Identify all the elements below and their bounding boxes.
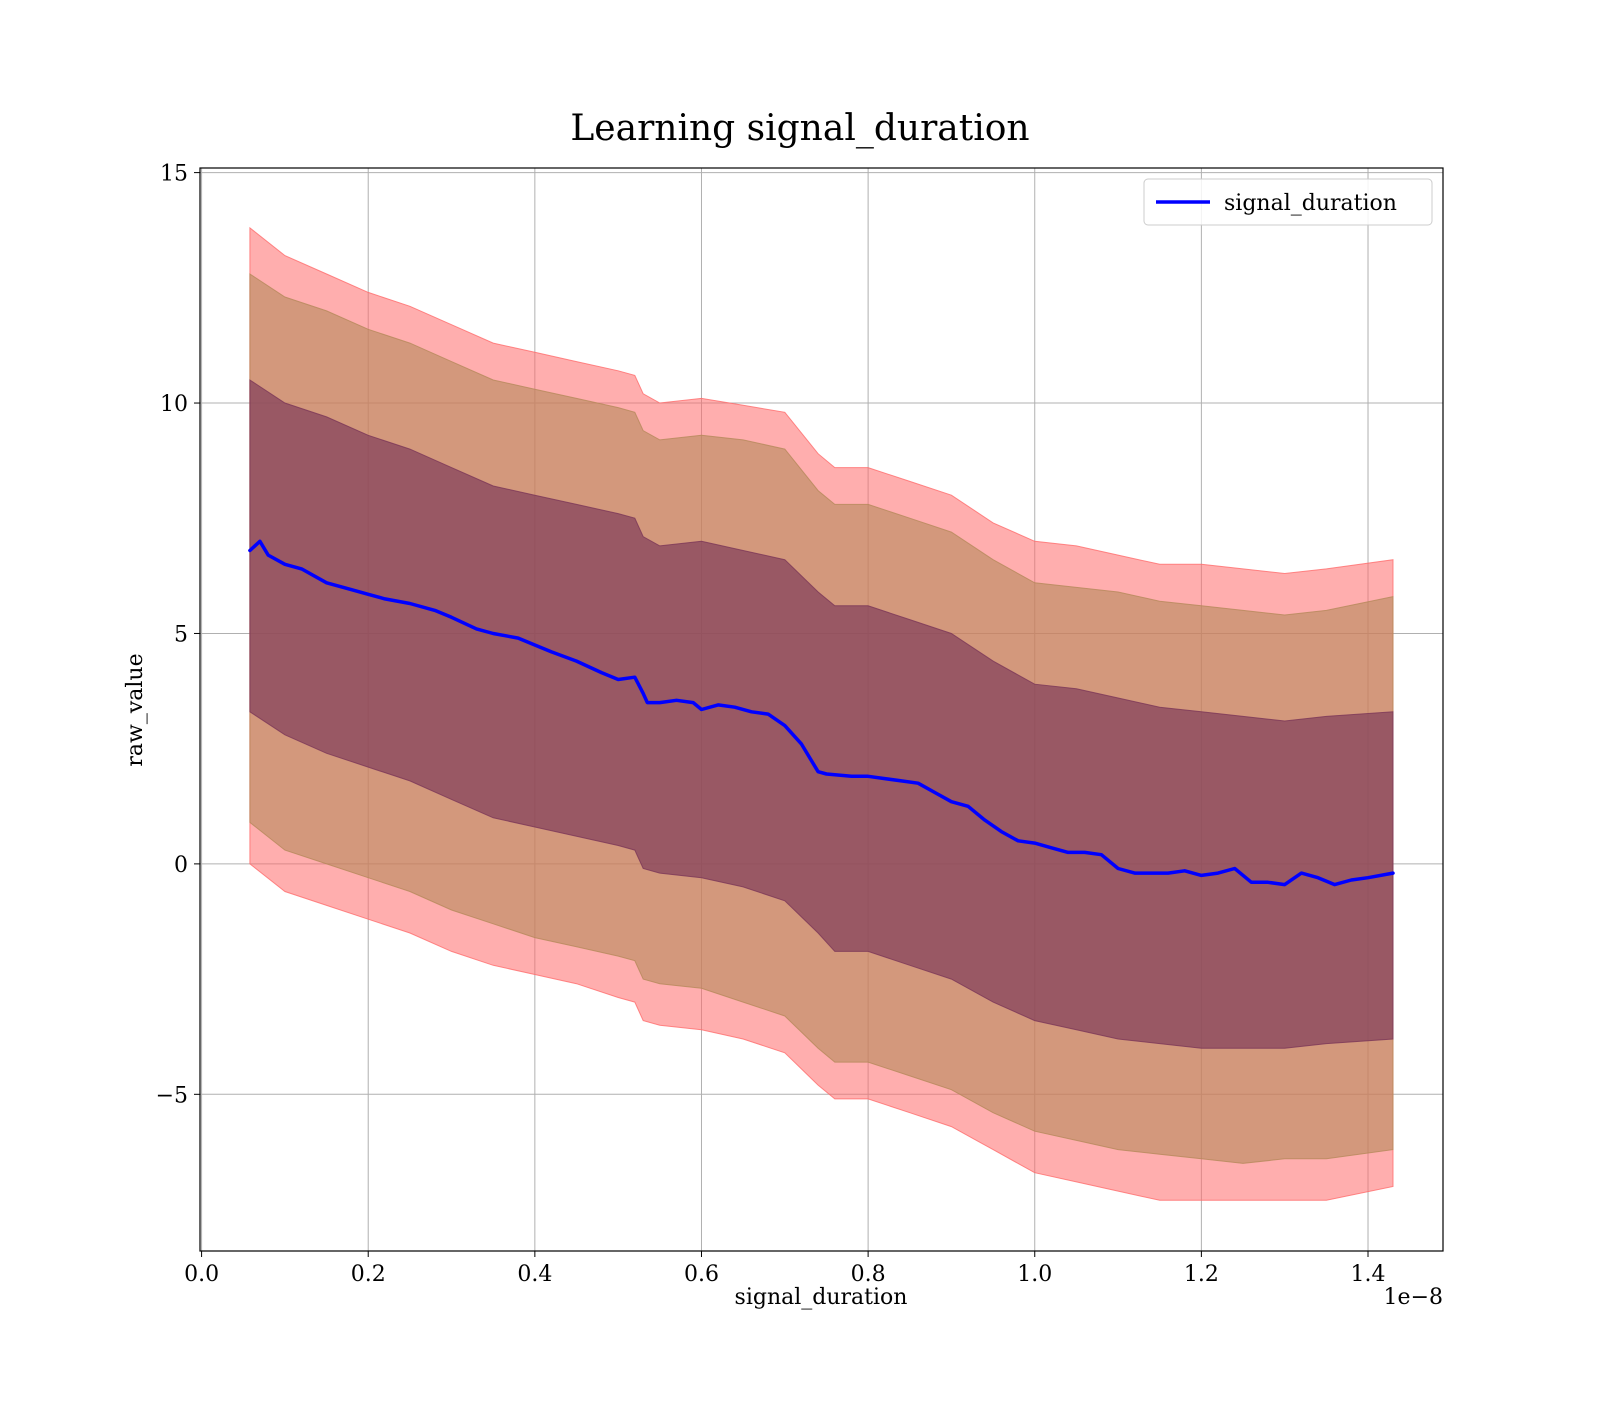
line-layer <box>248 539 1395 887</box>
series-line-signal_duration <box>248 539 1395 887</box>
x-tick-label: 0.6 <box>684 1262 719 1287</box>
x-axis: 0.0 0.2 0.4 0.6 0.8 1.0 1.2 1.4 <box>184 1251 1386 1287</box>
band-layer <box>249 226 1394 1201</box>
x-tick-label: 1.0 <box>1017 1262 1052 1287</box>
chart-title: Learning signal_duration <box>570 108 1029 149</box>
x-tick-label: 0.4 <box>517 1262 552 1287</box>
x-tick-label: 0.0 <box>184 1262 219 1287</box>
y-tick-label: 15 <box>160 162 188 187</box>
y-axis: −5 0 5 10 15 <box>156 162 200 1108</box>
legend-label: signal_duration <box>1224 191 1397 216</box>
legend-box <box>1143 178 1433 226</box>
y-tick-label: 0 <box>174 853 188 878</box>
y-tick-label: −5 <box>156 1083 188 1108</box>
y-tick-label: 10 <box>160 392 188 417</box>
y-axis-label: raw_value <box>123 653 148 766</box>
x-offset-label: 1e−8 <box>1384 1285 1443 1310</box>
x-tick-label: 0.8 <box>851 1262 886 1287</box>
plot-frame <box>199 167 1444 1252</box>
y-tick-label: 5 <box>174 622 188 647</box>
confidence-band-3 <box>249 379 1394 1049</box>
x-tick-label: 0.2 <box>351 1262 386 1287</box>
x-axis-label: signal_duration <box>735 1285 908 1310</box>
x-tick-label: 1.4 <box>1351 1262 1386 1287</box>
legend: signal_duration <box>1143 178 1433 226</box>
x-tick-label: 1.2 <box>1184 1262 1219 1287</box>
